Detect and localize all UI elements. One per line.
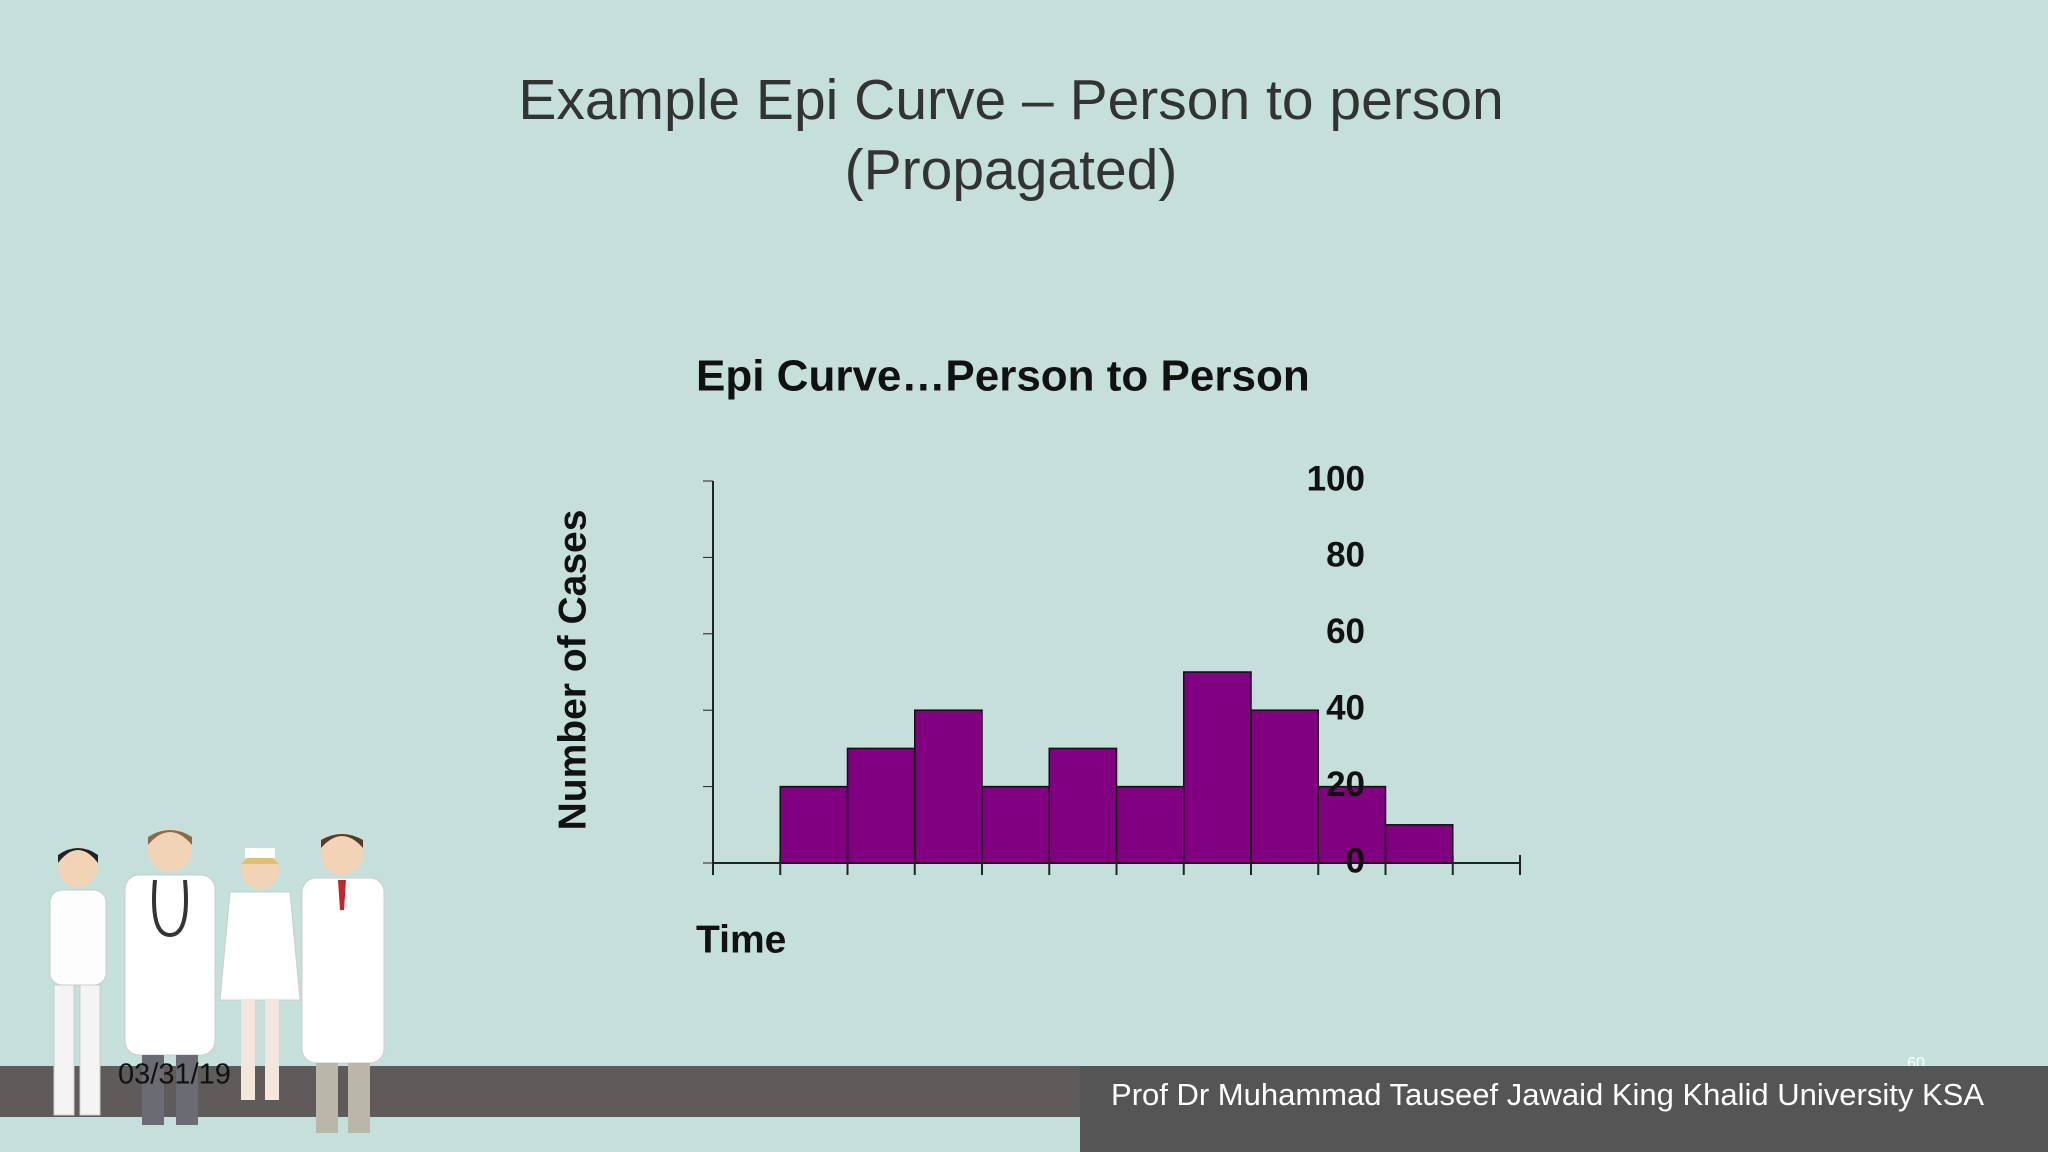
date: 03/31/19 xyxy=(118,1059,231,1091)
bar xyxy=(1317,785,1387,864)
footer-text: Prof Dr Muhammad Tauseef Jawaid King Kha… xyxy=(1111,1077,1984,1112)
slide-title: (Propagated) xyxy=(845,138,1178,202)
bar xyxy=(1048,747,1118,864)
bar xyxy=(1115,785,1185,864)
y-tick-label: 20 xyxy=(1326,765,1365,804)
bar xyxy=(914,709,983,864)
chart-title: Epi Curve…Person to Person xyxy=(696,352,1310,401)
bar xyxy=(846,747,916,864)
y-tick-label: 40 xyxy=(1326,688,1365,727)
bar xyxy=(1183,671,1252,864)
slide-title: Example Epi Curve – Person to person xyxy=(518,68,1503,132)
people-illustration xyxy=(49,828,385,1133)
bar xyxy=(779,785,849,864)
x-axis-label: Time xyxy=(696,918,786,961)
y-axis-label: Number of Cases xyxy=(551,510,594,831)
plot: 0 20 40 60 80 100 xyxy=(703,459,1521,880)
bar xyxy=(981,785,1050,864)
y-tick-label: 0 xyxy=(1346,841,1365,880)
footer-box xyxy=(1880,1066,1960,1082)
bar xyxy=(1384,824,1454,864)
y-tick-label: 100 xyxy=(1307,459,1365,498)
y-tick-label: 60 xyxy=(1326,612,1365,651)
bar xyxy=(1250,709,1319,864)
y-tick-label: 80 xyxy=(1326,536,1365,575)
